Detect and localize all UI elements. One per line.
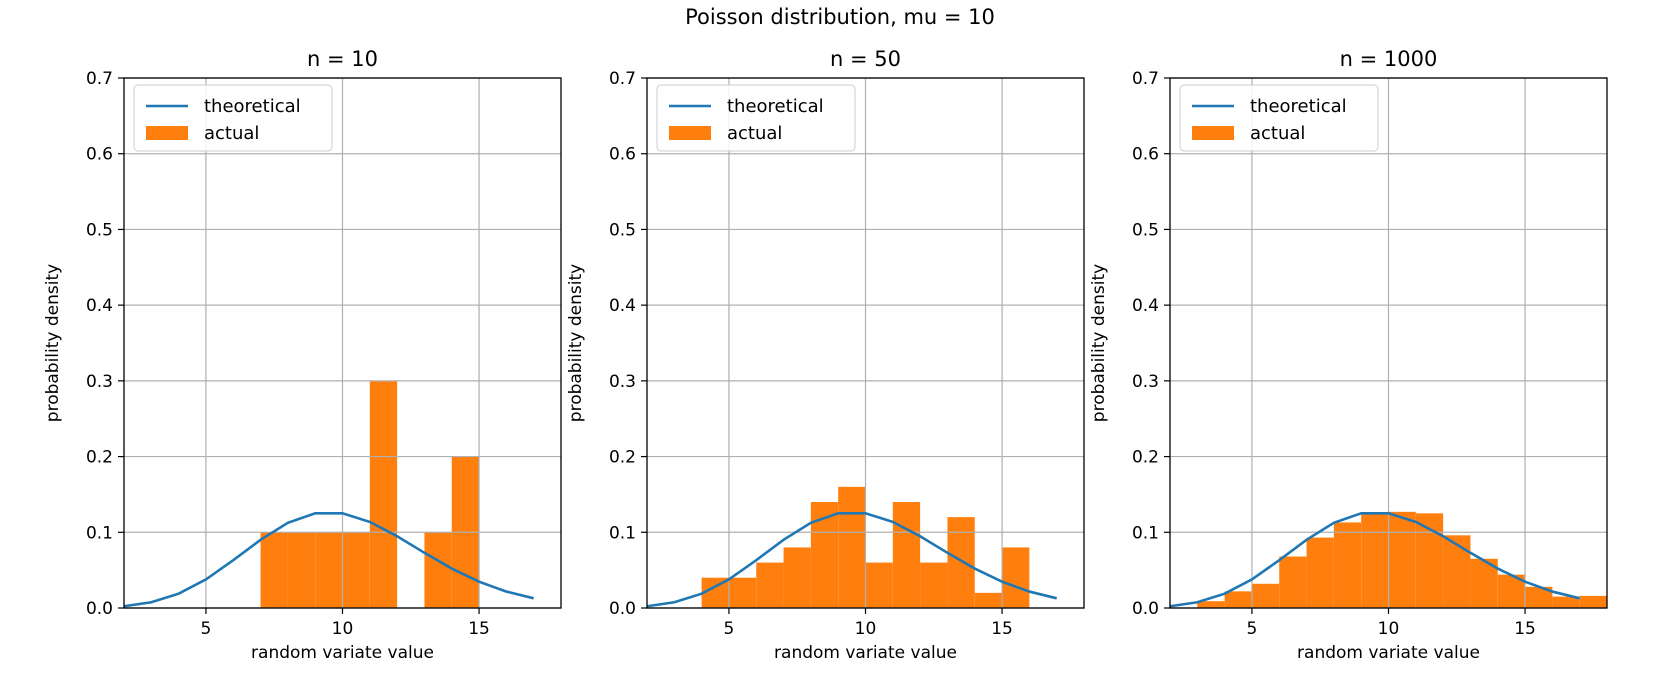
chart1-legend: theoretical actual <box>656 84 856 152</box>
chart0-legend: theoretical actual <box>133 84 333 152</box>
subplot-n1000: 5 10 15 0.0 0.1 0.2 0.3 0.4 0.5 0.6 0.7 n = 1000 ran… <box>1089 47 1608 663</box>
chart0-bar-2 <box>315 532 343 608</box>
chart1-ytick-label-3: 0.3 <box>609 372 636 392</box>
chart2-bar-0 <box>1197 601 1225 608</box>
chart0-bar-6 <box>424 532 452 608</box>
chart0-ytick-label-0: 0.0 <box>86 599 113 619</box>
chart2-ytick-label-0: 0.0 <box>1132 599 1159 619</box>
chart0-bar-4 <box>369 380 398 608</box>
chart2-bar-6 <box>1361 513 1389 608</box>
chart1-xtick-label-1: 10 <box>855 619 877 639</box>
chart2-theoretical-line <box>1170 511 1581 608</box>
chart1-ytick-label-2: 0.2 <box>609 448 636 468</box>
chart1-bar-4 <box>810 502 839 608</box>
chart2-bar-3 <box>1279 556 1307 608</box>
chart2-bar-7 <box>1388 511 1416 608</box>
chart2-xtick-label-1: 10 <box>1378 619 1400 639</box>
chart0-xtick-label-2: 15 <box>468 619 490 639</box>
chart2-bar-8 <box>1415 513 1444 608</box>
chart0-title: n = 10 <box>307 47 378 71</box>
subplot-n10: 5 10 15 0.0 0.1 0.2 0.3 0.4 0.5 0.6 0.7 n = 10 rando… <box>43 47 562 663</box>
chart1-title: n = 50 <box>830 47 901 71</box>
chart1-bar-1 <box>728 577 757 608</box>
chart2-bar-2 <box>1251 583 1280 608</box>
chart1-ytick-label-6: 0.6 <box>609 145 636 165</box>
chart1-ytick-label-1: 0.1 <box>609 523 636 543</box>
chart2-bar-4 <box>1306 537 1334 608</box>
chart0-theoretical-line <box>124 511 535 608</box>
chart1-xtick-label-0: 5 <box>724 619 735 639</box>
chart1-theoretical-line <box>647 511 1058 608</box>
chart2-bar-5 <box>1333 522 1362 608</box>
chart2-title: n = 1000 <box>1340 47 1438 71</box>
chart2-bar-1 <box>1224 591 1252 608</box>
chart0-legend-label-actual: actual <box>204 123 259 144</box>
chart2-bar-9 <box>1443 535 1471 608</box>
chart1-bar-3 <box>783 547 811 608</box>
chart1-bar-2 <box>756 562 784 608</box>
chart0-bar-1 <box>287 532 316 608</box>
chart1-xtick-label-2: 15 <box>991 619 1013 639</box>
chart1-xlabel: random variate value <box>774 643 957 663</box>
chart0-bar-3 <box>342 532 370 608</box>
chart2-ytick-label-4: 0.4 <box>1132 296 1159 316</box>
chart1-ytick-label-5: 0.5 <box>609 220 636 240</box>
chart0-ytick-label-7: 0.7 <box>86 69 113 89</box>
chart1-bar-6 <box>865 562 893 608</box>
chart1-ylabel: probability density <box>566 264 586 422</box>
chart1-legend-bar-swatch <box>669 126 711 140</box>
chart0-xtick-label-1: 10 <box>332 619 354 639</box>
chart0-legend-label-theoretical: theoretical <box>204 96 301 117</box>
chart0-ytick-label-3: 0.3 <box>86 372 113 392</box>
chart1-ytick-label-4: 0.4 <box>609 296 636 316</box>
chart2-bar-12 <box>1525 586 1553 608</box>
chart1-bar-10 <box>974 592 1003 608</box>
chart2-ytick-label-6: 0.6 <box>1132 145 1159 165</box>
chart0-legend-bar-swatch <box>146 126 188 140</box>
chart2-xtick-label-2: 15 <box>1514 619 1536 639</box>
chart2-ytick-label-2: 0.2 <box>1132 448 1159 468</box>
chart1-bar-9 <box>947 517 975 608</box>
chart2-bars <box>1197 511 1607 608</box>
chart2-legend-bar-swatch <box>1192 126 1234 140</box>
chart2-legend-label-theoretical: theoretical <box>1250 96 1347 117</box>
chart1-bar-5 <box>838 486 866 608</box>
chart0-ytick-label-1: 0.1 <box>86 523 113 543</box>
chart0-bars <box>260 380 480 608</box>
chart1-bar-8 <box>920 562 948 608</box>
chart0-xlabel: random variate value <box>251 643 434 663</box>
chart2-ytick-label-5: 0.5 <box>1132 220 1159 240</box>
chart2-ytick-label-1: 0.1 <box>1132 523 1159 543</box>
chart2-bar-13 <box>1552 596 1580 608</box>
chart1-legend-label-theoretical: theoretical <box>727 96 824 117</box>
chart2-legend-label-actual: actual <box>1250 123 1305 144</box>
chart0-ytick-label-5: 0.5 <box>86 220 113 240</box>
chart0-ytick-label-2: 0.2 <box>86 448 113 468</box>
chart2-xlabel: random variate value <box>1297 643 1480 663</box>
chart1-bar-11 <box>1002 547 1030 608</box>
figure-suptitle: Poisson distribution, mu = 10 <box>685 5 995 29</box>
chart2-ytick-label-7: 0.7 <box>1132 69 1159 89</box>
chart1-bar-7 <box>892 502 921 608</box>
chart0-ylabel: probability density <box>43 264 63 422</box>
chart2-legend: theoretical actual <box>1179 84 1379 152</box>
chart1-ytick-label-0: 0.0 <box>609 599 636 619</box>
chart1-ytick-label-7: 0.7 <box>609 69 636 89</box>
chart2-ytick-label-3: 0.3 <box>1132 372 1159 392</box>
chart2-bar-14 <box>1579 595 1607 608</box>
chart0-ytick-label-4: 0.4 <box>86 296 113 316</box>
chart0-ytick-label-6: 0.6 <box>86 145 113 165</box>
chart1-legend-label-actual: actual <box>727 123 782 144</box>
chart0-xtick-label-0: 5 <box>201 619 212 639</box>
chart2-xtick-label-0: 5 <box>1247 619 1258 639</box>
chart0-bar-0 <box>260 532 288 608</box>
chart2-ylabel: probability density <box>1089 264 1109 422</box>
subplot-n50: 5 10 15 0.0 0.1 0.2 0.3 0.4 0.5 0.6 0.7 n = 50 rando… <box>566 47 1085 663</box>
